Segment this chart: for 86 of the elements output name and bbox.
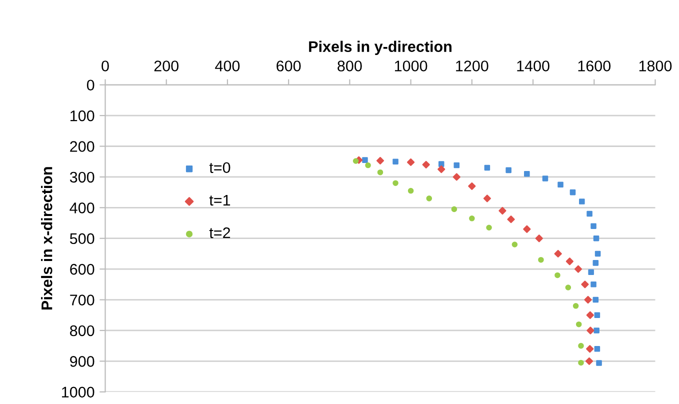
x-axis-title: Pixels in y-direction (309, 40, 452, 56)
y-tick-label: 1000 (62, 386, 94, 398)
y-tick-label: 900 (70, 356, 94, 367)
point (592, 260, 599, 266)
point (594, 346, 600, 352)
y-axis-title: Pixels in x-direction (41, 167, 52, 310)
y-tick-label: 600 (70, 264, 94, 275)
point (572, 303, 579, 309)
point (554, 272, 560, 278)
point (506, 167, 512, 174)
x-tick-label: 200 (154, 60, 179, 72)
point (588, 269, 594, 276)
point (581, 280, 589, 288)
point (422, 160, 430, 168)
point (584, 296, 592, 304)
point (352, 158, 359, 164)
y-tick-label: 800 (70, 325, 94, 336)
point (578, 360, 584, 366)
point (426, 196, 432, 202)
point (438, 165, 446, 174)
point (524, 170, 530, 177)
point (451, 206, 458, 212)
point (590, 282, 596, 288)
point (592, 296, 599, 303)
point (596, 360, 602, 366)
point (579, 198, 585, 204)
point (554, 250, 562, 258)
point (558, 182, 564, 188)
point (586, 311, 594, 319)
point (438, 161, 444, 167)
x-tick-label: 800 (338, 60, 362, 72)
point (362, 157, 368, 163)
point (486, 224, 492, 231)
point (507, 216, 515, 224)
point (586, 210, 592, 217)
x-tick-label: 400 (215, 60, 240, 72)
point (377, 169, 384, 176)
legend-label: t=0 (209, 162, 230, 174)
point (570, 189, 576, 196)
point (365, 162, 371, 168)
point (512, 242, 518, 248)
x-tick-label: 1000 (394, 60, 428, 72)
point (406, 158, 415, 166)
y-tick-label: 0 (86, 80, 94, 91)
point (523, 225, 531, 233)
point (594, 250, 601, 257)
point (578, 342, 584, 349)
point (483, 194, 491, 202)
legend-label: t=1 (209, 194, 230, 206)
point (469, 216, 475, 222)
x-tick-label: 1600 (578, 60, 611, 72)
point (484, 164, 490, 171)
point (538, 256, 544, 263)
x-tick-label: 1400 (517, 60, 550, 72)
y-tick-label: 100 (70, 110, 94, 122)
point (498, 206, 506, 215)
point (392, 180, 398, 186)
point (535, 234, 543, 242)
y-tick-label: 300 (70, 172, 94, 183)
point (452, 173, 460, 181)
point (565, 284, 572, 290)
legend-label: t=2 (209, 227, 230, 238)
y-tick-label: 500 (70, 233, 94, 244)
point (590, 223, 596, 229)
y-tick-label: 400 (70, 202, 94, 214)
point (594, 312, 600, 318)
point (408, 188, 414, 194)
point (468, 182, 476, 190)
y-tick-label: 200 (70, 141, 94, 152)
x-tick-label: 0 (102, 60, 109, 72)
x-tick-label: 1800 (639, 60, 672, 72)
point (585, 357, 594, 365)
point (574, 265, 582, 273)
point (594, 328, 600, 334)
point (542, 176, 548, 182)
point (586, 345, 594, 353)
point (566, 258, 574, 266)
point (593, 235, 600, 242)
point (376, 156, 384, 164)
x-tick-label: 600 (276, 60, 301, 72)
y-tick-label: 700 (70, 294, 94, 306)
x-tick-label: 1200 (456, 60, 488, 72)
point (576, 321, 582, 328)
point (392, 158, 398, 164)
point (454, 162, 460, 168)
point (586, 326, 594, 334)
